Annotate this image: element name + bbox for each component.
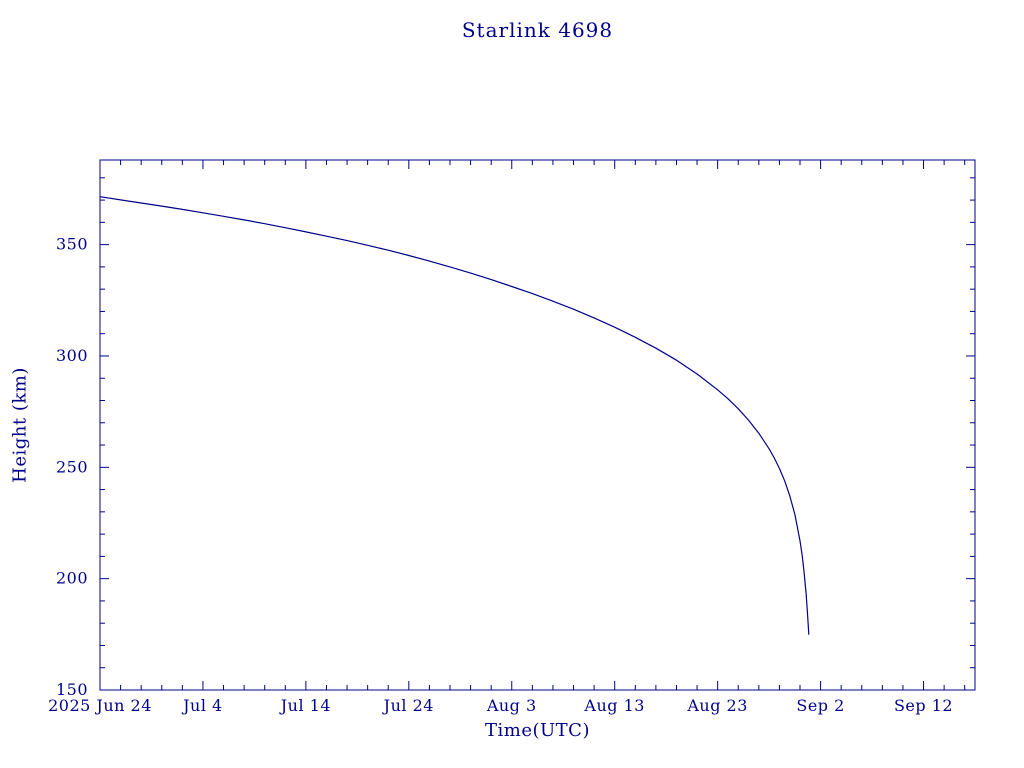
x-tick-label: Jul 24 [382, 696, 434, 715]
x-tick-label: Jul 4 [181, 696, 223, 715]
x-tick-label: 2025 Jun 24 [48, 696, 152, 715]
x-tick-label: Aug 13 [583, 696, 645, 715]
height-curve [99, 196, 810, 635]
axis-ticks [99, 160, 975, 691]
y-tick-label: 250 [56, 457, 88, 476]
y-tick-label: 300 [56, 346, 88, 365]
x-tick-label: Aug 3 [486, 696, 537, 715]
x-tick-label: Aug 23 [686, 696, 748, 715]
tick-labels: 2025 Jun 24 Jul 4 Jul 14 Jul 24 Aug 3 Aug 13 A… [48, 235, 953, 715]
x-tick-label: Sep 12 [894, 696, 953, 715]
chart-title: Starlink 4698 [461, 18, 614, 42]
x-tick-label: Jul 14 [279, 696, 331, 715]
plot-border [99, 159, 976, 691]
y-tick-label: 200 [56, 569, 88, 588]
y-tick-label: 150 [56, 680, 88, 699]
x-axis-label: Time(UTC) [485, 720, 590, 741]
x-tick-label: Sep 2 [796, 696, 844, 715]
y-tick-label: 350 [56, 235, 88, 254]
